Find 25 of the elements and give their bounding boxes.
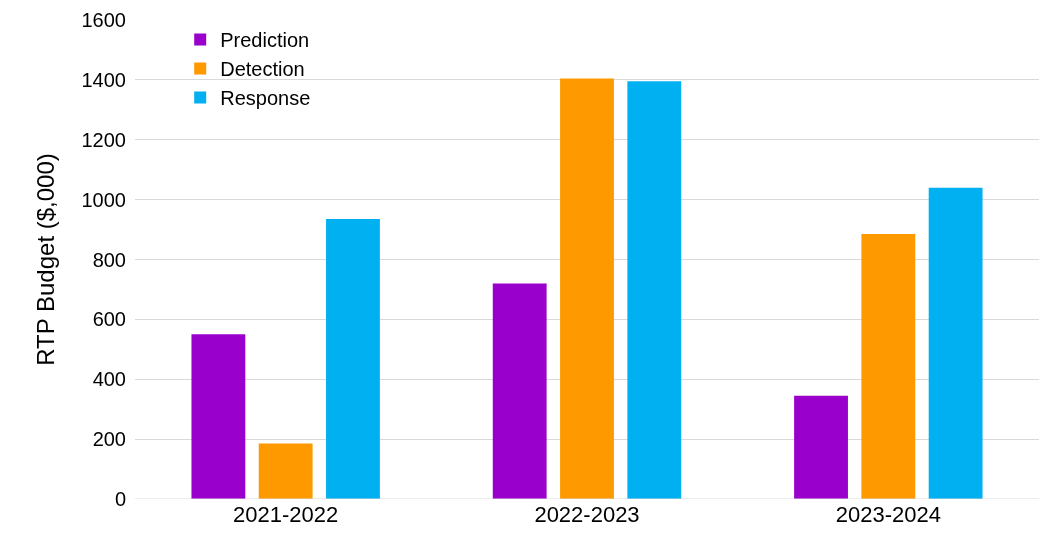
- bar: [492, 283, 547, 499]
- bar: [794, 395, 848, 499]
- bar: [326, 219, 380, 499]
- bar: [627, 81, 682, 499]
- legend-label: Detection: [220, 58, 305, 81]
- y-tick-label: 800: [92, 248, 126, 271]
- bar: [560, 78, 614, 499]
- bar: [861, 234, 916, 499]
- y-tick-label: 1000: [81, 188, 126, 211]
- bar: [191, 334, 246, 499]
- y-tick-label: 0: [114, 488, 126, 510]
- y-axis-title: RTP Budget ($,000): [31, 153, 59, 366]
- legend-label: Prediction: [220, 29, 310, 52]
- bar: [258, 443, 313, 499]
- bar: [928, 187, 983, 499]
- x-tick-label: 2023-2024: [835, 502, 941, 527]
- y-tick-label: 400: [92, 368, 126, 391]
- x-tick-label: 2022-2023: [534, 502, 640, 527]
- y-tick-label: 1200: [81, 128, 126, 151]
- legend-label: Response: [220, 87, 311, 110]
- y-tick-label: 1600: [81, 9, 126, 31]
- x-tick-label: 2021-2022: [233, 502, 339, 527]
- y-tick-label: 600: [92, 308, 126, 331]
- y-tick-label: 1400: [81, 68, 126, 91]
- y-tick-label: 200: [92, 428, 126, 451]
